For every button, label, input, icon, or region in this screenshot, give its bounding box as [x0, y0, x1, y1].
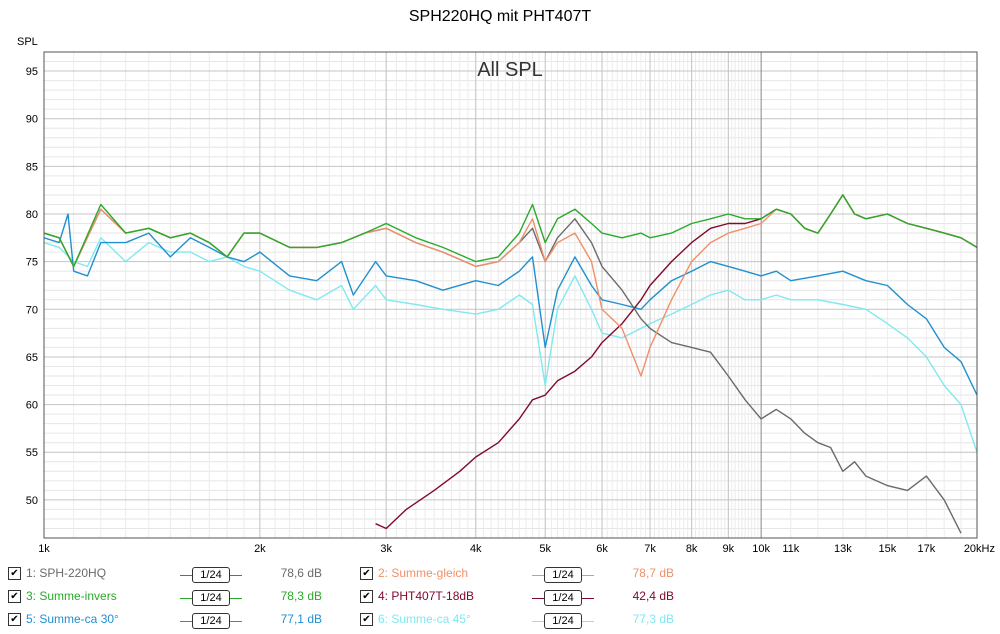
plot-background — [44, 52, 977, 538]
legend-item-3[interactable]: ✔ 3: Summe-invers 1/24 78,3 dB — [8, 587, 348, 607]
smoothing-selector-2[interactable]: 1/24 — [532, 567, 594, 583]
legend-checkbox-3[interactable]: ✔ — [8, 590, 21, 603]
x-tick-label: 15k — [879, 543, 897, 555]
y-tick-label: 55 — [26, 447, 38, 459]
x-tick-label: 8k — [686, 543, 698, 555]
legend-item-2[interactable]: ✔ 2: Summe-gleich 1/24 78,7 dB — [360, 564, 700, 584]
legend-item-4[interactable]: ✔ 4: PHT407T-18dB 1/24 42,4 dB — [360, 587, 700, 607]
legend-value-3: 78,3 dB — [280, 589, 322, 603]
x-tick-label: 6k — [596, 543, 608, 555]
x-tick-label: 13k — [834, 543, 852, 555]
grid-major — [44, 52, 977, 538]
legend-checkbox-4[interactable]: ✔ — [360, 590, 373, 603]
legend-label-5: 5: Summe-ca 30° — [26, 612, 119, 626]
legend-value-6: 77,3 dB — [632, 612, 674, 626]
smoothing-selector-3[interactable]: 1/24 — [180, 590, 242, 606]
legend: ✔ 1: SPH-220HQ 1/24 78,6 dB ✔ 2: Summe-g… — [0, 560, 1000, 634]
smoothing-selector-1[interactable]: 1/24 — [180, 567, 242, 583]
legend-checkbox-5[interactable]: ✔ — [8, 613, 21, 626]
y-tick-label: 85 — [26, 161, 38, 173]
legend-checkbox-1[interactable]: ✔ — [8, 567, 21, 580]
legend-checkbox-6[interactable]: ✔ — [360, 613, 373, 626]
y-tick-label: 70 — [26, 304, 38, 316]
x-tick-label: 1k — [38, 543, 50, 555]
x-tick-label: 11k — [782, 543, 799, 555]
legend-label-2: 2: Summe-gleich — [378, 566, 469, 580]
y-tick-labels: 95 90 85 80 75 70 65 60 55 50 — [26, 66, 38, 507]
smoothing-selector-6[interactable]: 1/24 — [532, 613, 594, 629]
legend-value-4: 42,4 dB — [632, 589, 674, 603]
legend-label-1: 1: SPH-220HQ — [26, 566, 107, 580]
legend-label-4: 4: PHT407T-18dB — [378, 589, 475, 603]
legend-value-5: 77,1 dB — [280, 612, 322, 626]
y-tick-label: 50 — [26, 495, 38, 507]
legend-label-6: 6: Summe-ca 45° — [378, 612, 471, 626]
x-tick-label: 3k — [380, 543, 392, 555]
x-tick-label: 10k — [752, 543, 770, 555]
x-tick-label: 2k — [254, 543, 266, 555]
series-line-5 — [43, 213, 978, 396]
y-tick-label: 80 — [26, 209, 38, 221]
legend-label-3: 3: Summe-invers — [26, 589, 117, 603]
series-line-6 — [43, 237, 978, 453]
x-tick-labels: 1k 2k 3k 4k 5k 6k 7k 8k 9k 10k 11k 13k 15k 17k 20kHz — [38, 543, 995, 555]
legend-checkbox-2[interactable]: ✔ — [360, 567, 373, 580]
smoothing-selector-4[interactable]: 1/24 — [532, 590, 594, 606]
legend-value-2: 78,7 dB — [632, 566, 674, 580]
y-tick-label: 90 — [26, 114, 38, 126]
x-tick-label: 9k — [722, 543, 734, 555]
legend-item-1[interactable]: ✔ 1: SPH-220HQ 1/24 78,6 dB — [8, 564, 348, 584]
series-layer — [43, 194, 978, 534]
x-tick-label: 5k — [539, 543, 551, 555]
legend-item-6[interactable]: ✔ 6: Summe-ca 45° 1/24 77,3 dB — [360, 610, 700, 630]
plot-border — [43, 51, 978, 539]
series-line-3 — [43, 194, 978, 268]
plot-annotation: All SPL — [477, 59, 543, 81]
smoothing-selector-5[interactable]: 1/24 — [180, 613, 242, 629]
x-tick-label: 17k — [918, 543, 936, 555]
y-tick-label: 75 — [26, 257, 38, 269]
chart-title: SPH220HQ mit PHT407T — [408, 8, 592, 25]
legend-value-1: 78,6 dB — [280, 566, 322, 580]
legend-item-5[interactable]: ✔ 5: Summe-ca 30° 1/24 77,1 dB — [8, 610, 348, 630]
x-tick-label: 20kHz — [964, 543, 995, 555]
y-tick-label: 60 — [26, 400, 38, 412]
y-axis-label: SPL — [17, 36, 38, 48]
x-tick-label: 4k — [470, 543, 482, 555]
y-tick-label: 95 — [26, 66, 38, 78]
y-tick-label: 65 — [26, 352, 38, 364]
x-tick-label: 7k — [644, 543, 656, 555]
